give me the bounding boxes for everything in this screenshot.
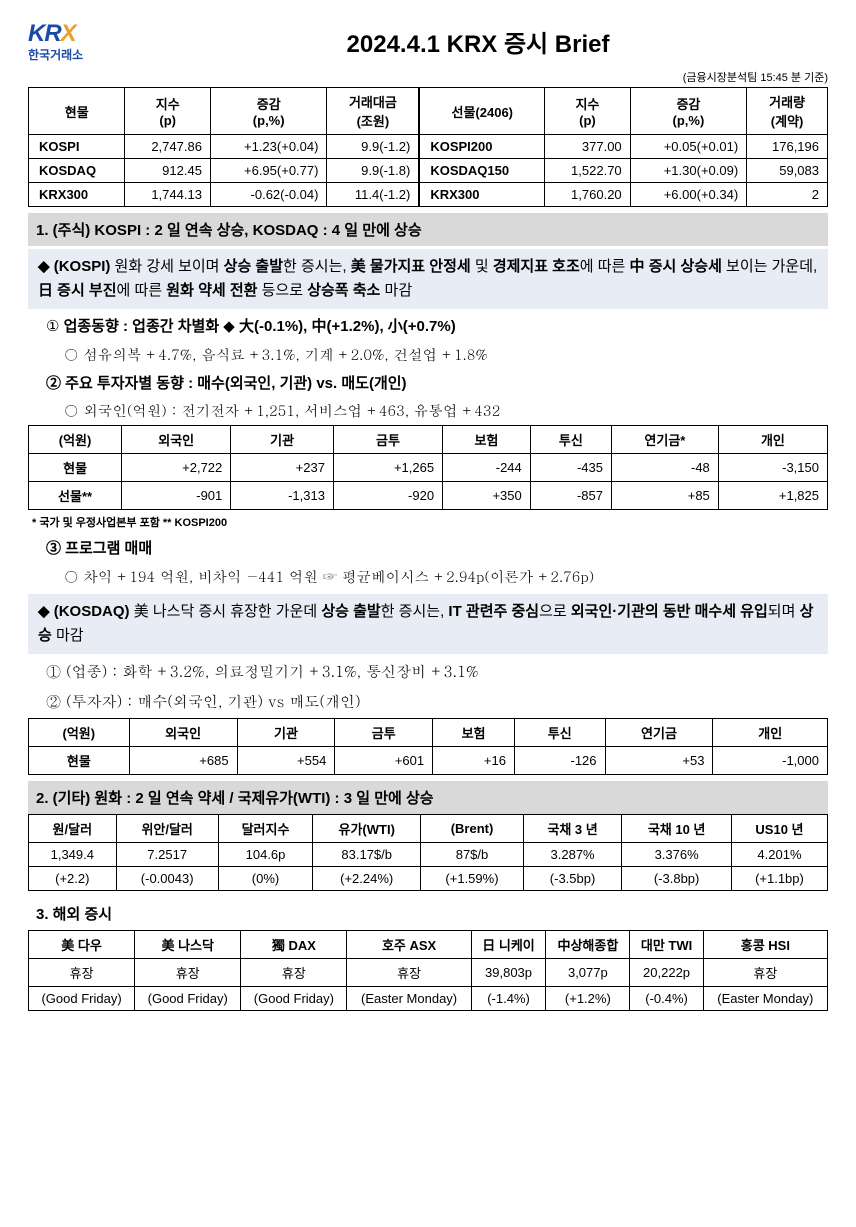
overseas-table: 美 다우 美 나스닥 獨 DAX 호주 ASX 日 니케이 中상해종합 대만 T… — [28, 930, 828, 1011]
table-row: KRX300 1,744.13 -0.62(-0.04) 11.4(-1.2) … — [29, 183, 828, 207]
table-row: (+2.2) (-0.0043) (0%) (+2.24%) (+1.59%) … — [29, 866, 828, 890]
sector-trend-line: ① 업종동향 : 업종간 차별화 ◆ 大(-0.1%), 中(+1.2%), 小… — [28, 312, 828, 343]
table-row: 휴장 휴장 휴장 휴장 39,803p 3,077p 20,222p 휴장 — [29, 958, 828, 986]
col-fvol: 거래량(계약) — [747, 88, 828, 135]
timestamp: (금융시장분석팀 15:45 분 기준) — [28, 69, 828, 85]
table-row: 1,349.4 7.2517 104.6p 83.17$/b 87$/b 3.2… — [29, 842, 828, 866]
kosdaq-sector: ① (업종) : 화학 +3.2%, 의료정밀기기 +3.1%, 통신장비 +3… — [28, 657, 828, 688]
sector-detail: ○ 섬유의복 +4.7%, 음식료 +3.1%, 기계 +2.0%, 건설업 +… — [28, 343, 828, 369]
kosdaq-investor: ② (투자자) : 매수(외국인, 기관) vs 매도(개인) — [28, 687, 828, 718]
program-trading-line: ③ 프로그램 매매 — [28, 534, 828, 565]
table-row: 선물** -901 -1,313 -920 +350 -857 +85 +1,8… — [29, 482, 828, 510]
section2-head: 2. (기타) 원화 : 2 일 연속 약세 / 국제유가(WTI) : 3 일… — [28, 781, 828, 814]
index-table: 현물 지수(p) 증감(p,%) 거래대금(조원) 선물(2406) 지수(p)… — [28, 87, 828, 207]
col-spot: 현물 — [29, 88, 125, 135]
table-row: KOSDAQ 912.45 +6.95(+0.77) 9.9(-1.8) KOS… — [29, 159, 828, 183]
table-row: (Good Friday) (Good Friday) (Good Friday… — [29, 986, 828, 1010]
table-row: 현물 +2,722 +237 +1,265 -244 -435 -48 -3,1… — [29, 454, 828, 482]
table-row: 현물 +685 +554 +601 +16 -126 +53 -1,000 — [29, 746, 828, 774]
section1-head: 1. (주식) KOSPI : 2 일 연속 상승, KOSDAQ : 4 일 … — [28, 213, 828, 246]
program-trading-sub: ○ 차익 +194 억원, 비차익 −441 억원 ☞ 평균베이시스 +2.94… — [28, 565, 828, 591]
table-footnote: * 국가 및 우정사업본부 포함 ** KOSPI200 — [28, 510, 828, 534]
header: KRX 한국거래소 2024.4.1 KRX 증시 Brief — [28, 20, 828, 63]
col-index: 지수(p) — [125, 88, 210, 135]
kosdaq-summary-box: ◆ (KOSDAQ) 美 나스닥 증시 휴장한 가운데 상승 출발한 증시는, … — [28, 594, 828, 654]
logo-subtext: 한국거래소 — [28, 46, 128, 63]
col-fchange: 증감(p,%) — [630, 88, 747, 135]
table-row: KOSPI 2,747.86 +1.23(+0.04) 9.9(-1.2) KO… — [29, 135, 828, 159]
macro-table: 원/달러 위안/달러 달러지수 유가(WTI) (Brent) 국채 3 년 국… — [28, 814, 828, 891]
investor-trend-line: ② 주요 투자자별 동향 : 매수(외국인, 기관) vs. 매도(개인) — [28, 369, 828, 400]
page-title: 2024.4.1 KRX 증시 Brief — [128, 20, 828, 59]
col-findex: 지수(p) — [545, 88, 630, 135]
section3-head: 3. 해외 증시 — [28, 897, 828, 930]
col-futures: 선물(2406) — [419, 88, 544, 135]
col-volume: 거래대금(조원) — [327, 88, 419, 135]
krx-logo: KRX 한국거래소 — [28, 20, 128, 63]
logo-text: KRX — [28, 20, 128, 48]
kospi-summary-box: ◆ (KOSPI) 원화 강세 보이며 상승 출발한 증시는, 美 물가지표 안… — [28, 249, 828, 309]
investor-table-kospi: (억원) 외국인 기관 금투 보험 투신 연기금* 개인 현물 +2,722 +… — [28, 425, 828, 510]
investor-detail: ○ 외국인(억원) : 전기전자 +1,251, 서비스업 +463, 유통업 … — [28, 399, 828, 425]
investor-table-kosdaq: (억원) 외국인 기관 금투 보험 투신 연기금 개인 현물 +685 +554… — [28, 718, 828, 775]
col-change: 증감(p,%) — [210, 88, 327, 135]
